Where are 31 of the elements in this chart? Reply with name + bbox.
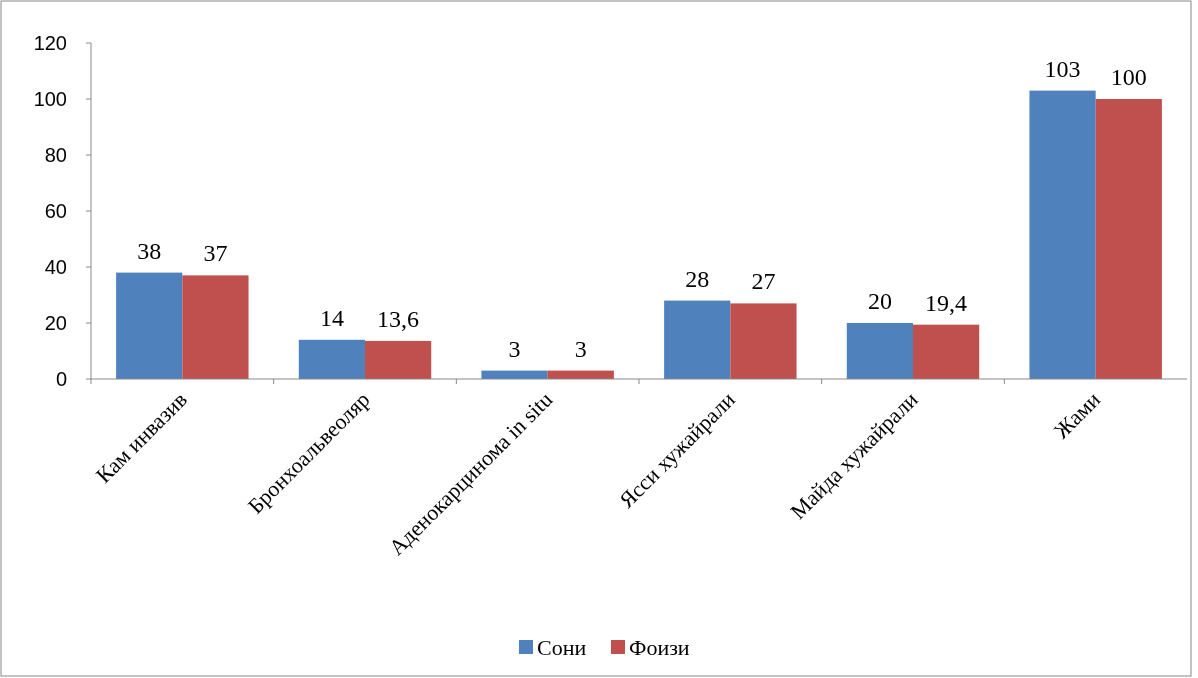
bar (298, 339, 365, 379)
data-label: 100 (1110, 64, 1147, 90)
data-label: 3 (508, 335, 521, 362)
y-tick-label: 40 (44, 256, 67, 278)
data-label: 27 (751, 268, 776, 295)
data-label: 20 (867, 288, 892, 314)
data-label: 28 (685, 265, 710, 292)
bar (365, 340, 432, 379)
legend-label: Фоизи (629, 635, 690, 660)
y-tick-label: 0 (55, 368, 67, 390)
data-label: 103 (1044, 55, 1081, 82)
y-tick-label: 100 (33, 88, 67, 110)
bar (730, 303, 797, 379)
bar (664, 300, 731, 379)
data-label: 37 (203, 240, 228, 267)
bar (913, 324, 980, 379)
y-tick-label: 80 (44, 144, 67, 166)
data-label: 38 (137, 237, 162, 264)
bar (1029, 90, 1096, 379)
data-label: 13,6 (377, 305, 420, 332)
y-tick-label: 60 (44, 200, 67, 222)
legend-label: Сони (537, 635, 587, 660)
bar (116, 272, 183, 379)
data-label: 19,4 (925, 289, 968, 316)
data-label: 14 (319, 304, 344, 331)
bar (846, 323, 913, 379)
bar (1095, 99, 1162, 379)
data-label: 3 (574, 335, 587, 362)
bar (182, 275, 249, 379)
y-tick-label: 20 (44, 312, 67, 334)
y-tick-label: 120 (33, 32, 67, 54)
